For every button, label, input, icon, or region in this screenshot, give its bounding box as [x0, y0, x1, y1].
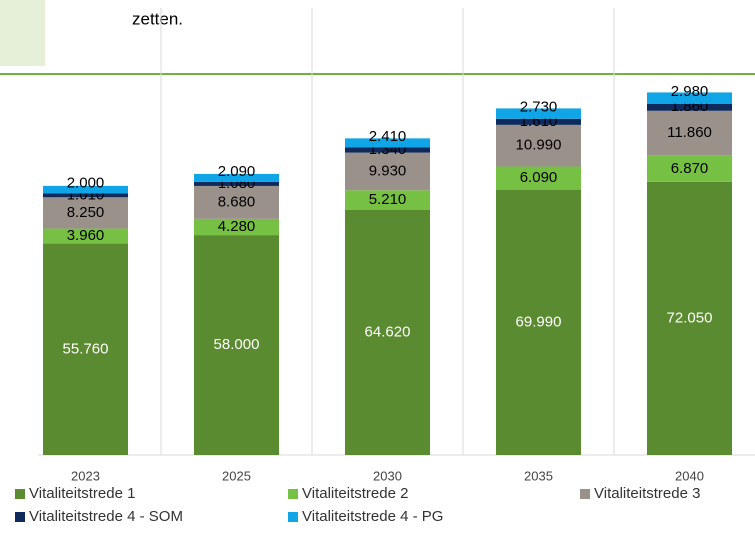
bar-segment [345, 138, 430, 148]
bar-segment [345, 147, 430, 153]
data-label: 11.860 [667, 124, 712, 141]
legend-swatch [15, 489, 25, 499]
data-label: 8.250 [67, 204, 105, 221]
note-box [0, 0, 45, 66]
legend-swatch [15, 512, 25, 522]
bar-segment [647, 103, 732, 111]
bar-segment [194, 235, 279, 455]
bar-segment [194, 181, 279, 186]
bar-segment [647, 155, 732, 182]
bar-segment [43, 228, 128, 244]
data-label: 10.990 [516, 137, 562, 154]
bar-segment [496, 189, 581, 455]
legend-label: Vitaliteitstrede 4 - PG [302, 508, 443, 525]
bar-segment [496, 124, 581, 167]
data-label: 9.930 [369, 162, 407, 179]
data-label: 58.000 [214, 336, 260, 353]
data-label: 2.410 [369, 128, 407, 145]
data-label: 8.680 [218, 193, 256, 210]
data-label: 2.090 [218, 163, 256, 180]
bar-segment [194, 185, 279, 219]
data-label: 72.050 [667, 309, 713, 326]
data-label: 2.730 [520, 99, 558, 116]
legend-label: Vitaliteitstrede 2 [302, 485, 408, 502]
data-label: 64.620 [365, 323, 411, 340]
bar-segment [345, 209, 430, 455]
bar-segment [647, 181, 732, 455]
bar-segment [43, 193, 128, 198]
page-text: zetten. [132, 9, 183, 28]
bar-segment [496, 166, 581, 190]
data-label: 6.870 [671, 160, 709, 177]
x-tick-label: 2023 [71, 468, 100, 483]
data-label: 2.000 [67, 175, 105, 192]
bar-segment [496, 118, 581, 125]
bar-segment [43, 185, 128, 194]
bar-segment [194, 173, 279, 182]
x-tick-label: 2030 [373, 468, 402, 483]
bar-segment [496, 108, 581, 119]
legend-swatch [580, 489, 590, 499]
data-label: 6.090 [520, 169, 558, 186]
bar-segment [345, 190, 430, 210]
bar-segment [345, 152, 430, 191]
bar-segment [647, 92, 732, 104]
bar-segment [43, 197, 128, 229]
x-tick-label: 2035 [524, 468, 553, 483]
legend-label: Vitaliteitstrede 3 [594, 485, 700, 502]
data-label: 4.280 [218, 218, 256, 235]
legend-label: Vitaliteitstrede 4 - SOM [29, 508, 183, 525]
legend-swatch [288, 489, 298, 499]
bar-segment [194, 218, 279, 236]
legend-label: Vitaliteitstrede 1 [29, 485, 135, 502]
bar-segment [647, 110, 732, 156]
legend-swatch [288, 512, 298, 522]
data-label: 2.980 [671, 83, 709, 100]
data-label: 69.990 [516, 313, 562, 330]
data-label: 55.760 [63, 340, 109, 357]
data-label: 5.210 [369, 191, 407, 208]
x-tick-label: 2040 [675, 468, 704, 483]
x-tick-label: 2025 [222, 468, 251, 483]
data-label: 3.960 [67, 227, 105, 244]
bar-segment [43, 243, 128, 455]
